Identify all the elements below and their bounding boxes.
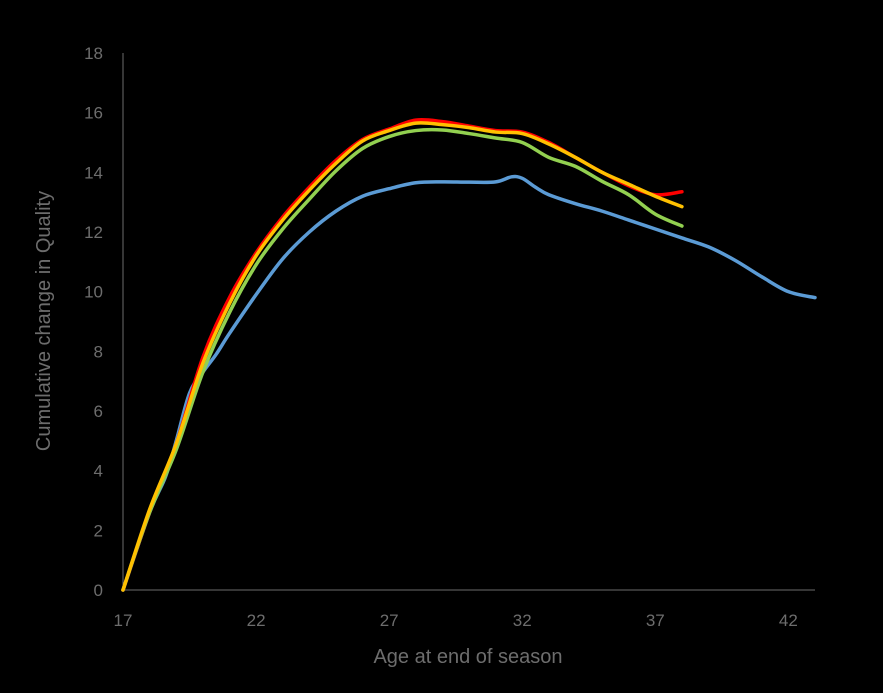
y-tick-label: 2 bbox=[94, 521, 103, 540]
series-line-1 bbox=[121, 174, 817, 592]
series-line-3 bbox=[121, 127, 684, 592]
x-tick-label: 22 bbox=[247, 611, 266, 630]
y-tick-label: 10 bbox=[84, 283, 103, 302]
x-tick-label: 37 bbox=[646, 611, 665, 630]
y-tick-label: 0 bbox=[94, 581, 103, 600]
x-tick-label: 27 bbox=[380, 611, 399, 630]
y-axis-title: Cumulative change in Quality bbox=[33, 191, 55, 451]
y-tick-label: 8 bbox=[94, 342, 103, 361]
y-tick-label: 14 bbox=[84, 163, 103, 182]
x-tick-label: 32 bbox=[513, 611, 532, 630]
axes bbox=[122, 53, 815, 591]
series-line-4 bbox=[121, 121, 684, 592]
y-tick-label: 4 bbox=[94, 462, 103, 481]
series-lines bbox=[121, 117, 817, 592]
x-tick-label: 17 bbox=[114, 611, 133, 630]
y-tick-label: 6 bbox=[94, 402, 103, 421]
y-tick-label: 16 bbox=[84, 104, 103, 123]
y-tick-label: 18 bbox=[84, 44, 103, 63]
y-tick-label: 12 bbox=[84, 223, 103, 242]
tick-labels: 17 22 27 32 37 42 0 2 4 6 8 10 12 14 16 18 bbox=[84, 44, 798, 630]
x-axis-title: Age at end of season bbox=[373, 646, 562, 668]
x-tick-label: 42 bbox=[779, 611, 798, 630]
